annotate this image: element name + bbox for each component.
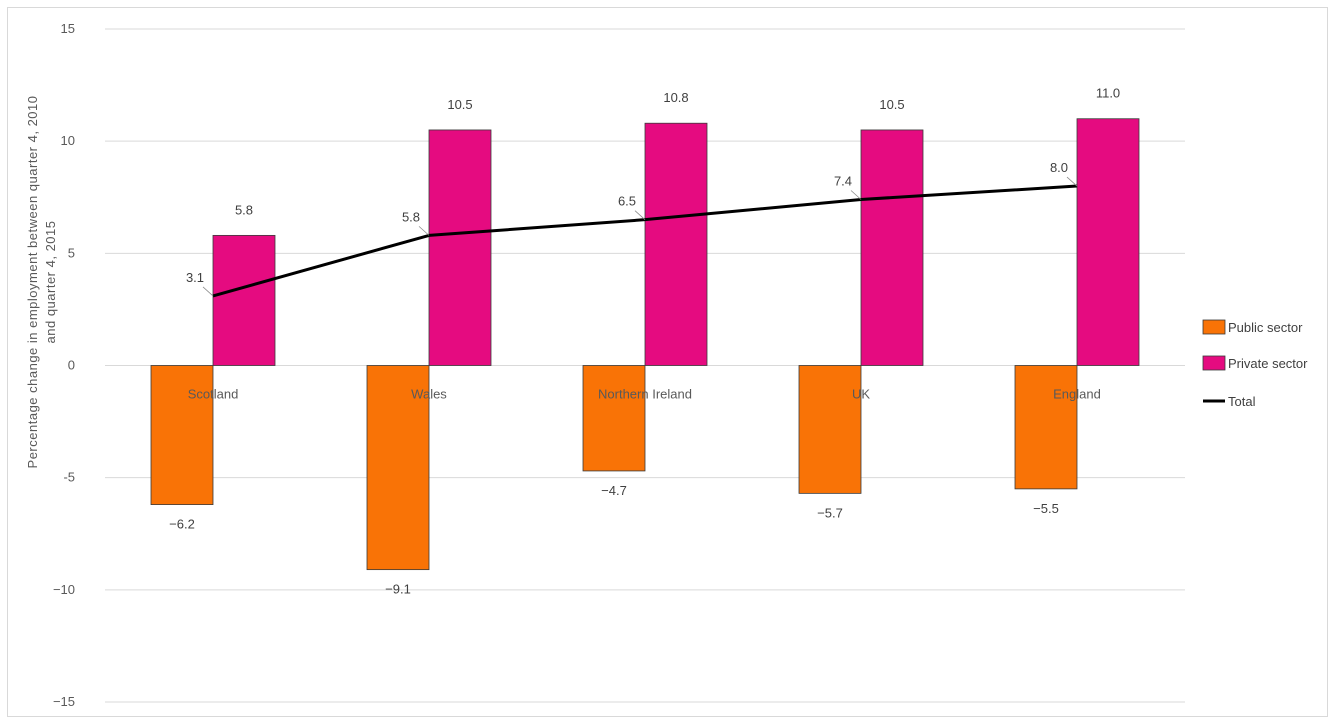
category-label: England [1053,387,1101,402]
y-axis-label: Percentage change in employment between … [25,96,58,469]
category-label: UK [852,387,870,402]
data-label-total: 5.8 [402,209,420,224]
total-label-leader [634,210,646,220]
data-label-total: 6.5 [618,194,636,209]
bar-public-sector [582,365,646,472]
bar-public-sector [798,365,862,494]
data-label-private-sector: 5.8 [235,202,253,217]
category-labels: Scotland Wales Northern Ireland UK England [188,387,1101,402]
data-label-public-sector: −5.5 [1033,501,1059,516]
legend-label: Total [1228,394,1256,409]
data-label-public-sector: −9.1 [385,582,411,597]
y-tick-label: 15 [61,21,75,36]
total-line [202,176,1078,298]
data-label-public-sector: −5.7 [817,505,843,520]
total-label-leader [850,190,862,200]
bar-public-sector [150,365,214,505]
bar-public-sector [1014,365,1078,490]
legend-label: Private sector [1228,356,1308,371]
grid [105,28,1185,703]
legend: Public sector Private sector Total [1202,319,1308,409]
bar-private-sector [644,122,708,366]
category-label: Wales [411,387,447,402]
y-axis-label-line: and quarter 4, 2015 [43,221,58,344]
y-axis-ticks: 15 10 5 0 -5 −10 −15 [53,21,75,709]
category-label: Northern Ireland [598,387,692,402]
y-tick-label: -5 [63,470,75,485]
data-label-public-sector: −4.7 [601,483,627,498]
data-label-private-sector: 10.5 [447,97,472,112]
data-label-total: 8.0 [1050,160,1068,175]
y-tick-label: 0 [68,358,75,373]
total-label-leader [418,226,430,236]
y-tick-label: 10 [61,133,75,148]
data-label-total: 3.1 [186,270,204,285]
legend-swatch-private-sector [1202,355,1226,371]
legend-label: Public sector [1228,320,1303,335]
data-label-private-sector: 10.5 [879,97,904,112]
data-labels: −6.2 5.8 −9.1 10.5 −4.7 10.8 −5.7 10.5 −5.5 11.0 3… [169,86,1120,597]
bar-private-sector [212,234,276,366]
bar-private-sector [428,129,492,366]
total-label-leader [1066,176,1078,187]
y-tick-label: −15 [53,694,75,709]
data-label-public-sector: −6.2 [169,517,195,532]
bar-private-sector [860,129,924,366]
category-label: Scotland [188,387,239,402]
bar-private-sector [1076,118,1140,366]
bar-public-sector [366,365,430,571]
data-label-private-sector: 11.0 [1096,86,1120,101]
y-axis-label-line: Percentage change in employment between … [25,96,40,469]
y-tick-label: −10 [53,582,75,597]
data-label-private-sector: 10.8 [663,90,688,105]
data-label-total: 7.4 [834,173,852,188]
y-tick-label: 5 [68,245,75,260]
total-label-leader [202,286,214,297]
legend-swatch-public-sector [1202,319,1226,335]
bars [150,118,1140,571]
